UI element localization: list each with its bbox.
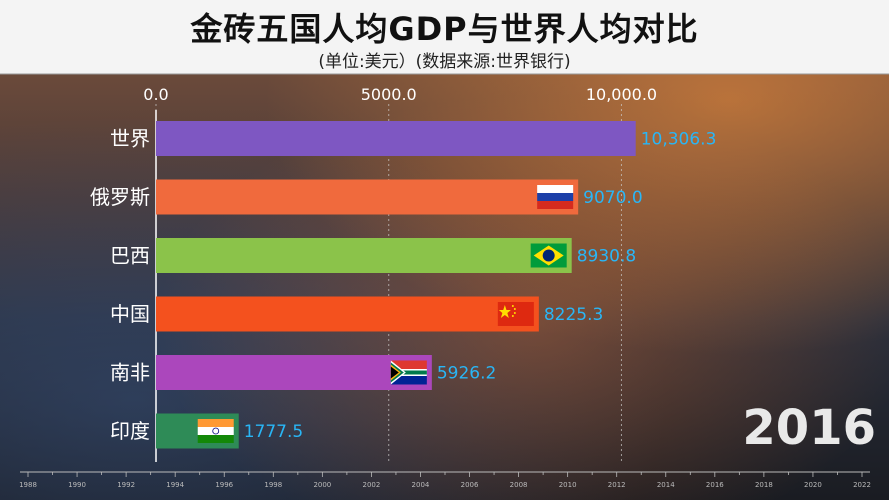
bar-2 xyxy=(156,238,572,273)
chart-subtitle: (单位:美元）(数据来源:世界银行) xyxy=(318,52,571,72)
category-label: 世界 xyxy=(110,127,150,151)
timeline-label: 2008 xyxy=(510,481,528,489)
value-label: 1777.5 xyxy=(244,422,303,442)
timeline-label: 2014 xyxy=(657,481,675,489)
timeline-label: 1996 xyxy=(215,481,233,489)
timeline-label: 2020 xyxy=(804,481,822,489)
x-tick-label: 0.0 xyxy=(143,85,168,104)
x-tick-label: 5000.0 xyxy=(361,85,417,104)
timeline-label: 2018 xyxy=(755,481,773,489)
bar-3 xyxy=(156,296,539,332)
category-label: 南非 xyxy=(110,361,150,385)
timeline-label: 2006 xyxy=(461,481,479,489)
timeline-label: 1994 xyxy=(166,481,184,489)
value-label: 8930.8 xyxy=(577,247,636,267)
chart-title: 金砖五国人均GDP与世界人均对比 xyxy=(190,10,699,48)
category-label: 中国 xyxy=(110,302,150,326)
timeline-label: 2002 xyxy=(362,481,380,489)
value-label: 8225.3 xyxy=(544,305,603,325)
value-label: 9070.0 xyxy=(583,188,642,208)
bar-1 xyxy=(156,179,579,215)
x-tick-label: 10,000.0 xyxy=(586,85,657,104)
timeline-label: 2004 xyxy=(412,481,430,489)
bar-4 xyxy=(156,355,432,390)
timeline-label: 1992 xyxy=(117,481,135,489)
russia-flag xyxy=(537,185,574,209)
timeline-label: 2016 xyxy=(706,481,724,489)
value-label: 10,306.3 xyxy=(641,130,717,150)
category-label: 俄罗斯 xyxy=(90,185,150,209)
brazil-flag xyxy=(530,243,567,268)
category-label: 巴西 xyxy=(110,244,150,268)
bar-0 xyxy=(156,121,636,156)
timeline-label: 2000 xyxy=(313,481,331,489)
timeline-label: 1998 xyxy=(264,481,282,489)
year-label: 2016 xyxy=(742,400,876,456)
timeline-label: 2010 xyxy=(559,481,577,489)
timeline-label: 2012 xyxy=(608,481,626,489)
timeline-label: 1988 xyxy=(19,481,37,489)
india-flag xyxy=(197,419,234,443)
south-africa-flag xyxy=(390,360,427,385)
category-label: 印度 xyxy=(110,419,150,443)
china-flag xyxy=(497,302,534,326)
timeline-label: 1990 xyxy=(68,481,86,489)
timeline-label: 2022 xyxy=(853,481,871,489)
value-label: 5926.2 xyxy=(437,364,496,384)
